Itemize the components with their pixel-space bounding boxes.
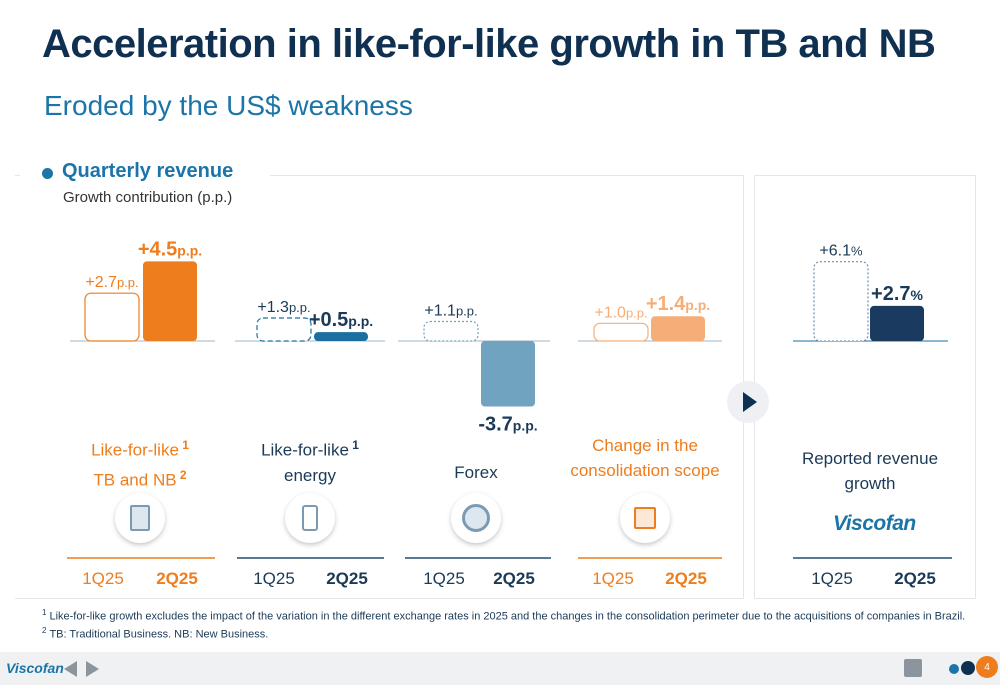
label-sup: 2: [176, 467, 187, 482]
viscofan-logo: Viscofan: [833, 512, 916, 535]
chart-panel-reported: [754, 175, 976, 599]
bar-reported-1Q25: [813, 261, 869, 342]
period-label: 2Q25: [894, 569, 936, 588]
energy-icon-glyph: [302, 505, 318, 531]
label-text: Forex: [454, 463, 498, 482]
coin-icon-glyph: [462, 504, 490, 532]
group-label-reported: Reported revenue growth: [780, 446, 960, 496]
bar-forex-2Q25: [481, 341, 535, 407]
footnote-2: 2 TB: Traditional Business. NB: New Busin…: [42, 626, 268, 641]
label-sup: 1: [178, 438, 189, 452]
progress-dot: [961, 661, 975, 675]
period-label: 1Q25: [592, 569, 634, 588]
period-label: 2Q25: [156, 569, 198, 588]
factory-icon: [115, 493, 165, 543]
energy-icon: [285, 493, 335, 543]
period-label: 1Q25: [253, 569, 295, 588]
group-label-lfl-energy: Like-for-like 1 energy: [220, 433, 400, 488]
data-label: +0.5p.p.: [309, 309, 373, 331]
bar-lfl-tb-nb-2Q25: [143, 261, 197, 341]
next-arrow-button[interactable]: [727, 381, 769, 423]
group-label-forex: Forex: [386, 460, 566, 485]
bar-lfl-energy-2Q25: [314, 332, 368, 341]
footer-logo: Viscofan: [6, 660, 64, 676]
section-subtitle: Growth contribution (p.p.): [63, 189, 233, 206]
data-label: +2.7%: [871, 283, 923, 305]
bar-consolidation-1Q25: [593, 322, 649, 342]
section-tab: [20, 158, 270, 198]
bar-reported-2Q25: [870, 305, 924, 341]
label-text: Like-for-like: [261, 440, 349, 460]
prev-slide-button[interactable]: [64, 661, 77, 677]
bottom-toolbar: [0, 652, 1000, 685]
data-label: +4.5p.p.: [138, 238, 202, 260]
period-label: 1Q25: [82, 569, 124, 588]
page-title: Acceleration in like-for-like growth in …: [42, 22, 936, 66]
label-text: Like-for-like: [91, 440, 179, 460]
data-label: +2.7p.p.: [85, 274, 138, 291]
data-label: +1.4p.p.: [646, 293, 710, 315]
period-label: 2Q25: [493, 569, 535, 588]
group-label-consolidation: Change in the consolidation scope: [555, 433, 735, 483]
factory-icon-glyph: [130, 505, 150, 531]
data-label: +1.1p.p.: [424, 303, 477, 320]
footnote-text: Like-for-like growth excludes the impact…: [49, 610, 966, 623]
page-subtitle: Eroded by the US$ weakness: [44, 90, 413, 121]
section-title: Quarterly revenue: [62, 160, 234, 182]
bar-forex-1Q25: [423, 320, 479, 342]
bar-consolidation-2Q25: [651, 316, 705, 341]
data-label: -3.7p.p.: [478, 413, 537, 435]
label-sup: 1: [348, 438, 359, 452]
consolidation-icon-glyph: [634, 507, 656, 529]
home-icon[interactable]: [904, 659, 922, 677]
progress-dot: [949, 664, 959, 674]
bar-lfl-energy-1Q25: [256, 317, 312, 342]
label-text: growth: [844, 474, 896, 493]
play-arrow-icon: [743, 392, 757, 412]
group-label-lfl-tb-nb: Like-for-like 1 TB and NB 2: [50, 433, 230, 492]
label-text: Reported revenue: [801, 449, 939, 468]
footnote-text: TB: Traditional Business. NB: New Busine…: [49, 628, 269, 641]
footnote-mark: 2: [42, 626, 47, 635]
label-text: Change in the: [592, 436, 698, 455]
label-text: TB and NB: [93, 470, 177, 490]
consolidation-icon: [620, 493, 670, 543]
data-label: +6.1%: [819, 243, 863, 260]
coin-icon: [451, 493, 501, 543]
next-slide-button[interactable]: [86, 661, 99, 677]
page-number-badge[interactable]: 4: [976, 656, 998, 678]
data-label: +1.3p.p.: [257, 299, 310, 316]
label-text: energy: [284, 465, 336, 485]
bar-lfl-tb-nb-1Q25: [84, 292, 140, 342]
label-text: consolidation scope: [570, 461, 720, 480]
data-label: +1.0p.p.: [594, 304, 647, 321]
period-label: 1Q25: [811, 569, 853, 588]
footnote-1: 1 Like-for-like growth excludes the impac…: [42, 608, 965, 623]
period-label: 2Q25: [665, 569, 707, 588]
period-label: 2Q25: [326, 569, 368, 588]
footnote-mark: 1: [42, 608, 47, 617]
section-bullet-icon: [42, 168, 53, 179]
period-label: 1Q25: [423, 569, 465, 588]
